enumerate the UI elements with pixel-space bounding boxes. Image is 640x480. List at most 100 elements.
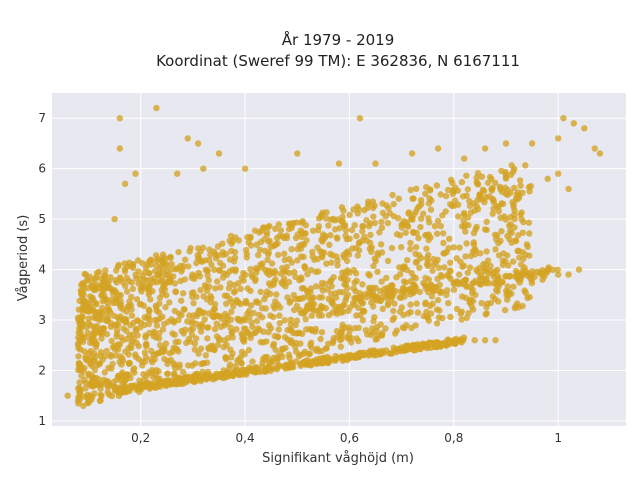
data-point	[294, 257, 301, 264]
data-point	[143, 340, 150, 348]
data-point	[382, 325, 389, 332]
data-point	[119, 306, 127, 313]
data-point	[261, 296, 268, 303]
data-point	[124, 387, 131, 394]
data-point	[519, 229, 526, 236]
data-point	[271, 332, 278, 340]
data-point	[96, 397, 104, 404]
data-point	[224, 335, 232, 342]
data-point	[76, 389, 83, 396]
data-point	[117, 297, 124, 304]
data-point	[363, 294, 370, 301]
data-point	[77, 346, 84, 353]
data-point	[180, 290, 187, 297]
data-point	[233, 296, 240, 304]
data-point	[271, 267, 279, 275]
data-point	[497, 185, 504, 192]
data-point	[365, 200, 372, 208]
data-point	[247, 242, 255, 249]
data-point	[141, 349, 149, 356]
data-point	[217, 323, 225, 330]
data-point	[441, 264, 448, 271]
data-point	[253, 317, 261, 325]
data-point	[293, 330, 300, 337]
data-point	[333, 234, 341, 241]
data-point	[145, 291, 152, 298]
data-point	[570, 120, 577, 127]
data-point	[355, 353, 363, 360]
data-point	[184, 135, 191, 142]
data-point	[470, 306, 477, 313]
data-point	[317, 248, 324, 255]
data-point	[226, 268, 233, 275]
data-point	[412, 322, 419, 329]
data-point	[392, 330, 399, 337]
data-point	[276, 312, 283, 319]
data-point	[111, 387, 119, 394]
data-point	[415, 252, 423, 259]
data-point	[257, 288, 264, 296]
data-point	[502, 170, 509, 178]
data-point	[347, 334, 355, 342]
data-point	[90, 377, 97, 384]
chart-title-line-2: Koordinat (Sweref 99 TM): E 362836, N 61…	[156, 52, 520, 70]
data-point	[445, 299, 452, 307]
data-point	[300, 241, 308, 248]
data-point	[304, 289, 311, 296]
data-point	[435, 314, 443, 321]
data-point	[277, 350, 284, 357]
data-point	[272, 241, 280, 248]
data-point	[156, 378, 163, 385]
data-point	[434, 145, 442, 152]
data-point	[140, 283, 148, 290]
data-point	[197, 372, 204, 379]
data-point	[206, 257, 213, 264]
data-point	[285, 278, 293, 286]
data-point	[156, 315, 164, 322]
data-point	[427, 206, 435, 213]
data-point	[272, 346, 279, 354]
data-point	[537, 270, 544, 277]
data-point	[493, 203, 501, 210]
data-point	[492, 246, 499, 253]
data-point	[483, 248, 490, 255]
data-point	[329, 298, 336, 305]
data-point	[265, 365, 272, 372]
data-point	[284, 326, 291, 334]
data-point	[309, 295, 316, 302]
data-point	[504, 283, 511, 290]
data-point	[232, 234, 239, 241]
data-point	[137, 300, 145, 308]
data-point	[305, 350, 312, 358]
data-point	[366, 272, 373, 279]
data-point	[212, 285, 219, 292]
data-point	[149, 359, 156, 366]
data-point	[318, 294, 326, 301]
data-point	[489, 293, 496, 300]
x-tick-label: 0,6	[340, 431, 359, 445]
data-point	[280, 275, 288, 282]
data-point	[426, 219, 433, 226]
data-point	[184, 362, 192, 369]
data-point	[508, 229, 515, 237]
data-point	[101, 369, 109, 376]
data-point	[414, 309, 422, 316]
data-point	[486, 173, 494, 181]
data-point	[195, 350, 202, 357]
data-point	[132, 353, 139, 360]
data-point	[374, 268, 381, 275]
data-point	[83, 277, 91, 284]
data-point	[433, 182, 441, 189]
data-point	[545, 264, 552, 271]
data-point	[383, 274, 390, 282]
data-point	[315, 268, 322, 275]
data-point	[162, 340, 170, 347]
data-point	[307, 301, 314, 309]
data-point	[217, 372, 224, 379]
data-point	[171, 280, 179, 287]
data-point	[352, 270, 360, 277]
data-point	[409, 228, 417, 236]
data-point	[338, 353, 346, 360]
data-point	[288, 246, 295, 253]
